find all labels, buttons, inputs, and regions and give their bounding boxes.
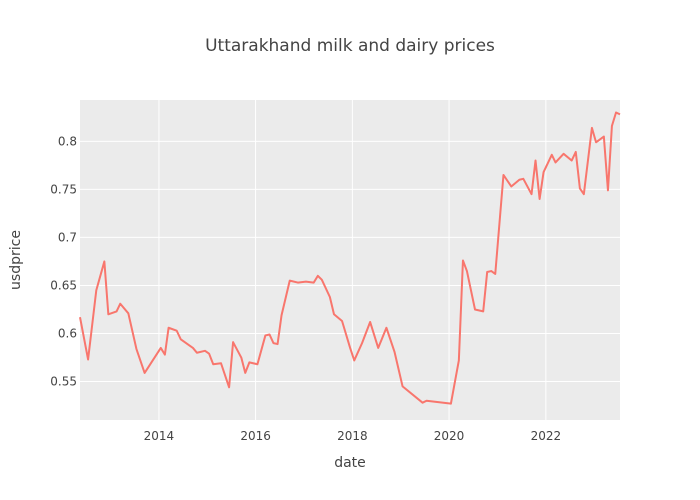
x-axis-label: date: [334, 455, 366, 471]
x-tick-label: 2020: [434, 429, 465, 443]
y-tick-label: 0.6: [58, 327, 77, 341]
x-axis-ticks: 2014 2016 2018 2020 2022: [144, 429, 561, 443]
plot-area: [80, 100, 620, 420]
series-line: [79, 111, 621, 405]
y-tick-label: 0.65: [50, 278, 77, 292]
y-tick-label: 0.7: [58, 230, 77, 244]
grid-lines: [80, 100, 620, 420]
x-tick-label: 2018: [337, 429, 368, 443]
y-tick-label: 0.8: [58, 134, 77, 148]
y-axis-ticks: 0.55 0.6 0.65 0.7 0.75 0.8: [50, 134, 77, 388]
x-tick-label: 2022: [531, 429, 562, 443]
chart-title: Uttarakhand milk and dairy prices: [205, 36, 495, 56]
x-tick-label: 2016: [240, 429, 271, 443]
y-tick-label: 0.75: [50, 182, 77, 196]
series-layer: [79, 111, 621, 405]
y-tick-label: 0.55: [50, 375, 77, 389]
y-axis-label: usdprice: [8, 230, 24, 290]
x-tick-label: 2014: [144, 429, 175, 443]
